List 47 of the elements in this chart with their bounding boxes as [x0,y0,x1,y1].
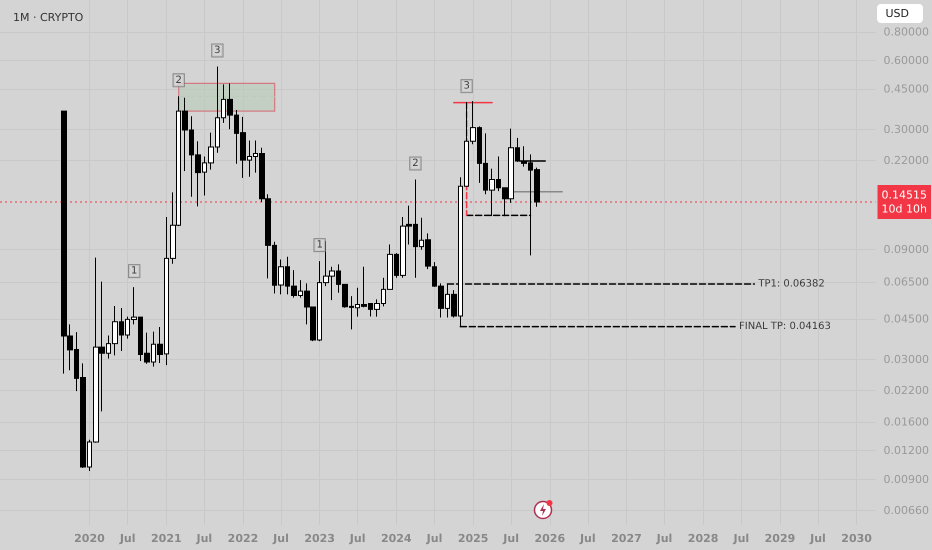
x-tick-label: Jul [578,532,596,545]
x-tick-label: 2022 [228,532,258,545]
x-tick-label: 2029 [764,532,796,545]
annotation: 1 [131,266,138,277]
annotation: FINAL TP: 0.04163 [739,321,831,332]
y-tick-label: 0.06500 [884,276,930,289]
x-tick-label: Jul [809,532,826,545]
y-tick-label: 0.01600 [884,416,930,429]
annotation: 1 [316,240,323,251]
x-tick-label: 2020 [74,532,106,545]
y-tick-label: 0.22000 [884,154,930,168]
annotation: 3 [463,80,470,92]
x-tick-label: Jul [656,532,672,545]
x-tick-label: 2021 [151,532,182,545]
annotation: 3 [214,44,221,56]
x-tick-label: Jul [502,532,520,545]
annotation: TP1: 0.06382 [757,278,825,290]
y-tick-label: 0.00900 [884,472,930,486]
x-tick-label: Jul [732,532,750,545]
x-tick-label: Jul [348,532,366,545]
x-tick-label: 2023 [304,532,335,545]
x-tick-label: 2030 [841,532,872,545]
ref-line-label: 0.14515 [882,188,928,202]
y-tick-label: 0.09000 [884,243,930,256]
y-tick-label: 0.02200 [884,384,930,397]
annotation: 2 [176,74,182,86]
y-tick-label: 0.03000 [884,352,930,366]
y-tick-label: 0.30000 [884,123,930,136]
x-tick-label: 2024 [380,532,412,545]
annotation: 2 [412,158,419,169]
x-tick-label: 2026 [534,532,566,545]
x-tick-label: Jul [426,532,442,545]
x-tick-label: 2025 [458,532,488,545]
x-tick-label: Jul [195,532,212,545]
y-tick-label: 0.00660 [884,504,930,517]
y-axis-title: USD [877,4,923,23]
y-tick-label: 0.04500 [884,312,930,326]
x-tick-label: Jul [272,532,289,545]
x-tick-label: Jul [118,532,136,545]
text: 1M · CRYPTO [13,11,84,24]
x-tick-label: 2028 [688,532,718,545]
x-tick-label: 2027 [611,532,642,545]
text: 10d 10h [882,202,927,216]
y-tick-label: 0.45000 [884,82,930,96]
y-tick-label: 0.80000 [884,25,930,38]
y-tick-label: 0.01200 [884,444,930,458]
y-tick-label: 0.60000 [884,54,930,67]
